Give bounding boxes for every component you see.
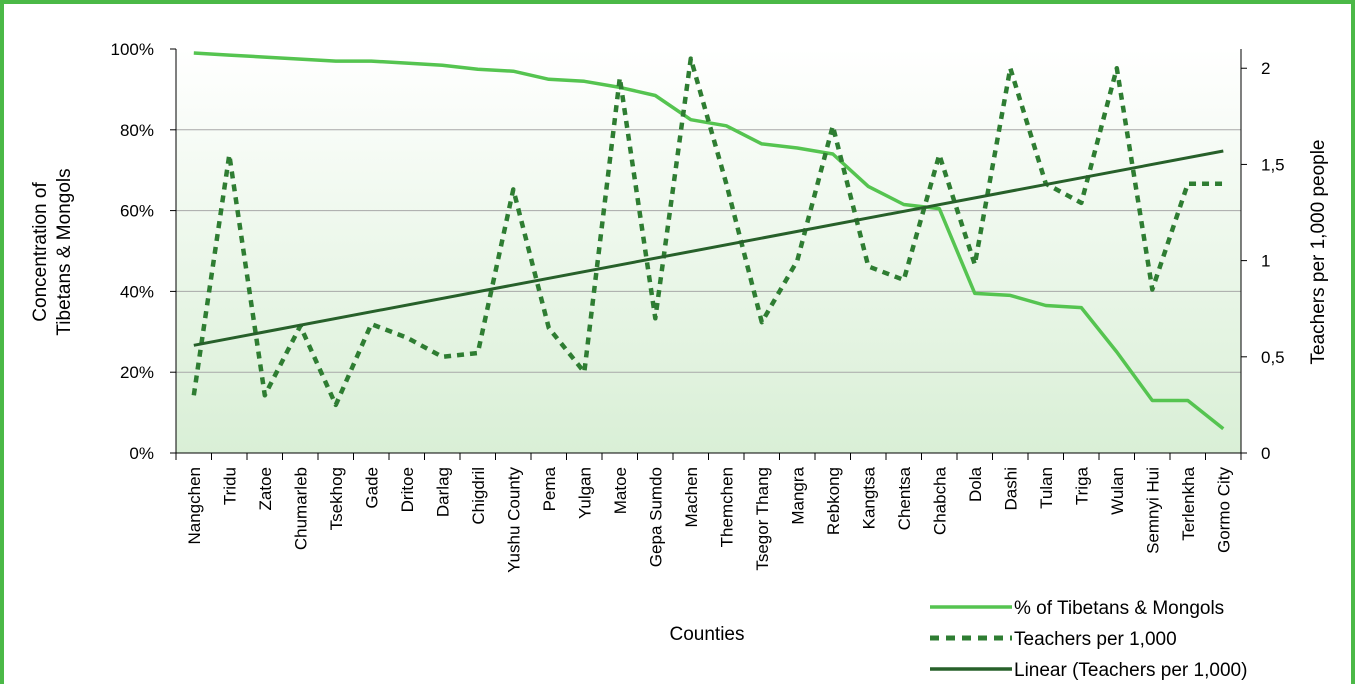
legend-label: Linear (Teachers per 1,000)	[1014, 660, 1247, 681]
y-left-tick-label: 20%	[120, 363, 154, 382]
x-tick-label: Semnyi Hui	[1143, 467, 1162, 554]
x-tick-label: Chentsa	[895, 466, 914, 530]
x-tick-label: Dola	[966, 466, 985, 502]
y-left-tick-label: 100%	[111, 40, 154, 59]
series-line-1	[191, 56, 1224, 408]
x-tick-label: Dritoe	[398, 467, 417, 512]
x-tick-label: Rebkong	[824, 467, 843, 535]
y-right-tick-label: 0,5	[1261, 348, 1285, 367]
y-axis-left-title-text: Concentration of Tibetans & Mongols	[30, 168, 75, 335]
x-tick-label: Yulgan	[575, 467, 594, 519]
x-tick-label: Chumarleb	[291, 467, 310, 550]
x-tick-label: Pema	[540, 466, 559, 511]
frame-border-top	[0, 0, 1355, 4]
x-tick-label: Nangchen	[185, 467, 204, 545]
x-tick-label: Gade	[362, 467, 381, 509]
y-right-tick-label: 0	[1261, 444, 1270, 463]
x-tick-label: Darlag	[433, 467, 452, 517]
x-tick-label: Tsekhog	[327, 467, 346, 530]
x-tick-label: Chigdril	[469, 467, 488, 525]
y-left-tick-label: 80%	[120, 121, 154, 140]
y-left-tick-label: 40%	[120, 282, 154, 301]
frame-border-right	[1351, 0, 1355, 684]
frame-border-left	[0, 0, 4, 684]
x-tick-label: Dashi	[1001, 467, 1020, 510]
y-right-tick-label: 1	[1261, 252, 1270, 271]
x-tick-label: Triga	[1072, 466, 1091, 505]
x-tick-label: Tulan	[1037, 467, 1056, 509]
tick-labels: 0% 20% 40% 60% 80% 100% 0 0,5 1 1,5 2 Nangchen Tridu…	[111, 40, 1285, 573]
gridlines	[176, 129, 1241, 373]
x-tick-label: Machen	[682, 467, 701, 527]
y-axis-right-title: Teachers per 1,000 people	[1308, 140, 1329, 365]
axes	[170, 48, 1247, 460]
x-tick-label: Kangtsa	[859, 466, 878, 529]
legend-label: Teachers per 1,000	[1014, 629, 1177, 650]
y-right-tick-label: 1,5	[1261, 155, 1285, 174]
x-tick-label: Chabcha	[930, 466, 949, 535]
series-line-0	[193, 51, 1225, 431]
y-left-tick-label: 60%	[120, 202, 154, 221]
legend: % of Tibetans & Mongols Teachers per 1,00…	[930, 598, 1247, 681]
y-axis-left-title-group: Concentration of Tibetans & Mongols	[30, 168, 75, 335]
x-tick-label: Wulan	[1108, 467, 1127, 515]
x-tick-label: Mangra	[788, 466, 807, 524]
legend-label: % of Tibetans & Mongols	[1014, 598, 1224, 619]
plot-area	[176, 49, 1241, 453]
x-tick-label: Gormo City	[1214, 467, 1233, 553]
series-layer	[191, 51, 1225, 431]
x-tick-label: Themchen	[717, 467, 736, 547]
series-line-2	[193, 149, 1224, 347]
y-left-tick-label: 0%	[129, 444, 154, 463]
x-tick-label: Matoe	[611, 467, 630, 514]
x-tick-label: Yushu County	[504, 467, 523, 573]
x-tick-label: Terlenkha	[1179, 466, 1198, 540]
x-tick-label: Tridu	[220, 467, 239, 505]
x-tick-label: Gepa Sumdo	[646, 467, 665, 567]
x-tick-label: Tsegor Thang	[753, 467, 772, 571]
x-tick-label: Zatoe	[256, 467, 275, 510]
x-axis-title: Counties	[670, 624, 745, 645]
y-right-tick-label: 2	[1261, 59, 1270, 78]
